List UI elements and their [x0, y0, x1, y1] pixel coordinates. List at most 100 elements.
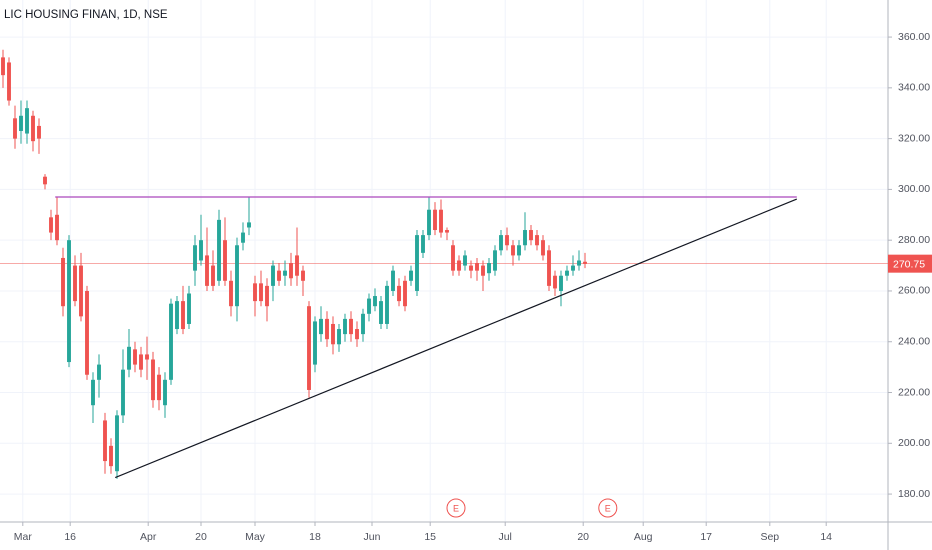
candle-body [181, 301, 185, 330]
candle-body [403, 280, 407, 307]
candle-body [565, 270, 569, 276]
candle-body [187, 293, 191, 324]
candle-body [271, 265, 275, 286]
candle-body [367, 298, 371, 314]
event-label: E [453, 503, 459, 513]
candle-body [541, 240, 545, 256]
x-tick-label: 15 [424, 531, 436, 543]
candle-body [31, 115, 35, 142]
candle-body [67, 240, 71, 363]
candle-body [79, 265, 83, 317]
candle-body [55, 214, 59, 241]
candle-body [343, 318, 347, 335]
trend-line [114, 198, 798, 479]
candle-body [217, 219, 221, 281]
candle-body [583, 261, 587, 264]
x-tick-label: May [245, 531, 266, 543]
candle-body [337, 329, 341, 345]
candle-body [469, 265, 473, 271]
candle-body [133, 349, 137, 365]
candle-body [253, 283, 257, 302]
candle-body [307, 306, 311, 390]
x-tick-label: Mar [14, 531, 33, 543]
candle-body [235, 245, 239, 307]
event-label: E [605, 503, 611, 513]
candle-body [475, 263, 479, 271]
candle-body [97, 364, 101, 380]
x-tick-label: Apr [140, 531, 157, 543]
y-tick-label: 200.00 [898, 437, 930, 449]
candle-body [397, 285, 401, 302]
x-tick-label: 14 [820, 531, 832, 543]
candle-body [493, 250, 497, 271]
candle-body [13, 118, 17, 139]
x-tick-label: 18 [309, 531, 321, 543]
candle-body [391, 270, 395, 291]
candle-body [25, 108, 29, 134]
candle-body [85, 290, 89, 375]
candle-body [229, 280, 233, 307]
candle-body [115, 415, 119, 472]
candle-body [559, 275, 563, 291]
y-tick-label: 240.00 [898, 336, 930, 348]
candle-body [163, 379, 167, 406]
y-tick-label: 300.00 [898, 183, 930, 195]
x-tick-label: Jul [498, 531, 511, 543]
candle-body [7, 62, 11, 101]
candle-body [151, 359, 155, 401]
candle-body [445, 230, 449, 233]
candle-body [289, 263, 293, 279]
candle-body [199, 240, 203, 261]
candle-body [451, 245, 455, 271]
candle-body [553, 275, 557, 289]
candle-body [19, 115, 23, 132]
candle-body [427, 209, 431, 236]
candle-body [145, 354, 149, 360]
x-tick-label: 17 [700, 531, 712, 543]
candle-body [121, 369, 125, 416]
candle-body [577, 260, 581, 266]
candle-body [331, 323, 335, 345]
candle-body [409, 270, 413, 281]
candle-body [175, 301, 179, 330]
candle-body [205, 255, 209, 286]
candle-body [91, 379, 95, 406]
candle-body [349, 318, 353, 335]
candle-body [511, 245, 515, 256]
x-tick-label: Aug [634, 531, 653, 543]
x-tick-label: 20 [577, 531, 589, 543]
candle-body [523, 230, 527, 246]
candle-body [535, 235, 539, 246]
candle-body [301, 270, 305, 281]
candle-body [487, 263, 491, 274]
candle-body [499, 235, 503, 251]
candle-body [139, 354, 143, 370]
y-tick-label: 320.00 [898, 132, 930, 144]
candle-body [415, 235, 419, 291]
candle-body [127, 346, 131, 370]
y-tick-label: 280.00 [898, 234, 930, 246]
candle-body [295, 255, 299, 276]
x-tick-label: 20 [195, 531, 207, 543]
candle-body [529, 230, 533, 241]
candle-body [37, 125, 41, 139]
candle-body [211, 265, 215, 286]
candle-body [313, 321, 317, 365]
candle-body [505, 235, 509, 246]
event-marker [446, 498, 466, 518]
candle-body [517, 245, 521, 256]
candle-body [73, 265, 77, 302]
candle-body [373, 296, 377, 307]
candle-body [385, 285, 389, 324]
chart-title: LIC HOUSING FINAN, 1D, NSE [4, 9, 168, 21]
candle-body [61, 257, 65, 307]
event-marker [598, 498, 618, 518]
y-tick-label: 260.00 [898, 285, 930, 297]
last-price-tag [888, 254, 932, 273]
candle-body [325, 318, 329, 340]
candle-body [457, 260, 461, 271]
candle-body [1, 57, 5, 76]
x-tick-label: Sep [760, 531, 779, 543]
